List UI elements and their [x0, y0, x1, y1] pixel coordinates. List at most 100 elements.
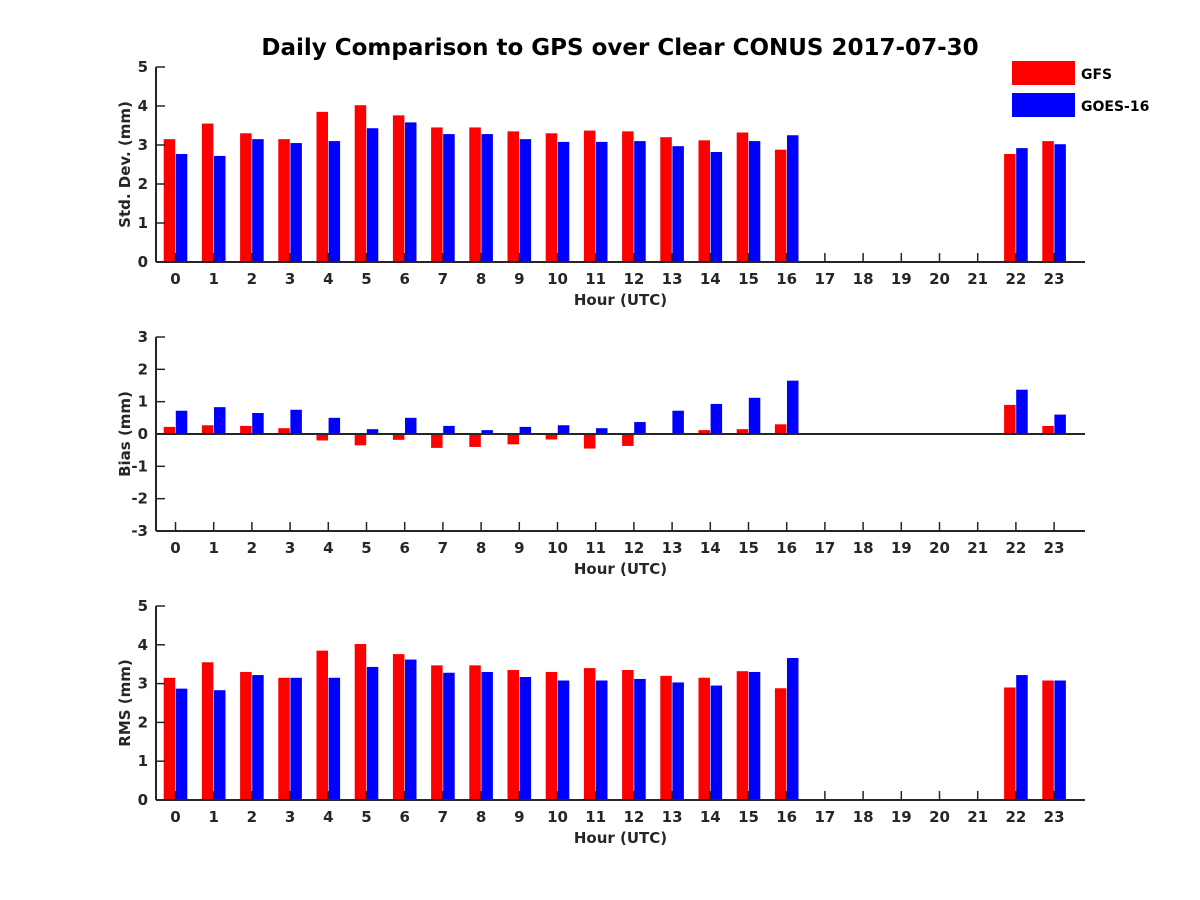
- bar-bias-gfs-h23: [1042, 425, 1054, 434]
- x-tick-label-std-dev: 2: [247, 270, 257, 288]
- bar-std-dev-goes16-h11: [596, 141, 608, 262]
- y-tick-label-rms: 0: [138, 791, 148, 809]
- bar-bias-goes16-h4: [328, 417, 341, 434]
- x-tick-label-bias: 4: [323, 539, 333, 557]
- x-tick-label-rms: 5: [361, 808, 371, 826]
- y-tick-label-rms: 4: [138, 636, 148, 654]
- y-axis-label-rms: RMS (mm): [116, 659, 134, 746]
- y-axis-label-bias: Bias (mm): [116, 391, 134, 477]
- bar-bias-gfs-h22: [1004, 404, 1016, 434]
- x-tick-label-bias: 20: [929, 539, 950, 557]
- legend-label-goes16: GOES-16: [1081, 99, 1149, 115]
- bar-rms-gfs-h22: [1004, 687, 1016, 800]
- x-tick-label-rms: 20: [929, 808, 950, 826]
- bar-bias-goes16-h15: [748, 397, 761, 434]
- x-axis-label-rms: Hour (UTC): [574, 829, 667, 847]
- y-tick-label-std-dev: 2: [138, 175, 148, 193]
- x-tick-label-std-dev: 16: [776, 270, 797, 288]
- bar-bias-goes16-h22: [1016, 389, 1028, 434]
- y-tick-label-std-dev: 1: [138, 214, 148, 232]
- x-tick-label-std-dev: 20: [929, 270, 950, 288]
- bar-rms-goes16-h23: [1054, 680, 1066, 800]
- x-tick-label-rms: 2: [247, 808, 257, 826]
- bar-bias-gfs-h8: [469, 434, 481, 447]
- x-tick-label-rms: 16: [776, 808, 797, 826]
- bar-std-dev-gfs-h22: [1004, 153, 1016, 262]
- x-tick-label-bias: 5: [361, 539, 371, 557]
- bar-std-dev-goes16-h15: [748, 141, 761, 262]
- bar-rms-goes16-h10: [557, 680, 570, 800]
- x-tick-label-std-dev: 1: [208, 270, 218, 288]
- x-tick-label-bias: 3: [285, 539, 295, 557]
- x-tick-label-rms: 18: [853, 808, 874, 826]
- y-tick-label-std-dev: 4: [138, 97, 148, 115]
- x-tick-label-rms: 17: [814, 808, 835, 826]
- bar-rms-goes16-h16: [787, 657, 799, 800]
- bar-std-dev-gfs-h12: [622, 131, 634, 262]
- bar-std-dev-gfs-h23: [1042, 141, 1054, 262]
- bar-std-dev-goes16-h3: [290, 143, 302, 262]
- bar-rms-goes16-h9: [519, 677, 532, 800]
- x-tick-label-bias: 2: [247, 539, 257, 557]
- y-tick-label-rms: 3: [138, 675, 148, 693]
- bar-rms-goes16-h12: [634, 678, 646, 800]
- legend-swatch-gfs: [1012, 61, 1075, 85]
- x-tick-label-std-dev: 4: [323, 270, 333, 288]
- y-tick-label-std-dev: 5: [138, 58, 148, 76]
- bar-bias-goes16-h16: [787, 380, 799, 434]
- bar-std-dev-goes16-h1: [214, 155, 226, 262]
- bar-bias-gfs-h4: [316, 434, 328, 441]
- x-tick-label-std-dev: 10: [547, 270, 568, 288]
- y-tick-label-bias: -3: [131, 522, 148, 540]
- bar-rms-gfs-h15: [736, 671, 749, 800]
- x-tick-label-rms: 21: [967, 808, 988, 826]
- x-tick-label-bias: 19: [891, 539, 912, 557]
- x-tick-label-bias: 10: [547, 539, 568, 557]
- bar-rms-goes16-h5: [366, 666, 379, 800]
- bar-std-dev-gfs-h8: [469, 127, 481, 262]
- bar-std-dev-goes16-h22: [1016, 148, 1028, 262]
- bar-bias-gfs-h14: [698, 430, 710, 434]
- bar-std-dev-goes16-h13: [672, 146, 684, 262]
- bar-bias-goes16-h11: [596, 428, 608, 434]
- bar-std-dev-gfs-h7: [431, 127, 443, 262]
- bar-rms-gfs-h7: [431, 665, 443, 800]
- x-tick-label-rms: 13: [662, 808, 683, 826]
- y-tick-label-bias: 3: [138, 328, 148, 346]
- x-tick-label-bias: 16: [776, 539, 797, 557]
- legend-swatch-goes16: [1012, 93, 1075, 117]
- bar-bias-goes16-h6: [405, 417, 417, 434]
- bar-std-dev-goes16-h14: [710, 152, 723, 262]
- bar-std-dev-gfs-h6: [392, 115, 405, 262]
- bar-bias-gfs-h16: [774, 424, 787, 434]
- bar-rms-goes16-h1: [214, 690, 226, 800]
- bar-bias-gfs-h6: [392, 434, 405, 440]
- x-tick-label-rms: 19: [891, 808, 912, 826]
- bar-bias-goes16-h13: [672, 410, 684, 434]
- x-tick-label-std-dev: 9: [514, 270, 524, 288]
- x-tick-label-std-dev: 17: [814, 270, 835, 288]
- bar-bias-gfs-h12: [622, 434, 634, 446]
- x-tick-label-bias: 17: [814, 539, 835, 557]
- x-tick-label-std-dev: 19: [891, 270, 912, 288]
- x-tick-label-rms: 1: [208, 808, 218, 826]
- bar-rms-gfs-h1: [201, 662, 214, 800]
- x-tick-label-bias: 21: [967, 539, 988, 557]
- x-tick-label-rms: 9: [514, 808, 524, 826]
- bar-rms-gfs-h2: [240, 671, 252, 800]
- bar-bias-goes16-h7: [443, 425, 455, 434]
- x-tick-label-std-dev: 12: [623, 270, 644, 288]
- bar-std-dev-goes16-h16: [787, 135, 799, 262]
- chart-title: Daily Comparison to GPS over Clear CONUS…: [261, 35, 978, 61]
- bar-bias-gfs-h1: [201, 425, 214, 434]
- x-tick-label-bias: 23: [1044, 539, 1065, 557]
- bar-std-dev-goes16-h6: [405, 122, 417, 262]
- bar-std-dev-gfs-h14: [698, 140, 710, 262]
- x-tick-label-std-dev: 8: [476, 270, 486, 288]
- legend: GFS GOES-16: [1012, 61, 1149, 117]
- x-tick-label-bias: 8: [476, 539, 486, 557]
- bar-std-dev-gfs-h10: [545, 133, 558, 262]
